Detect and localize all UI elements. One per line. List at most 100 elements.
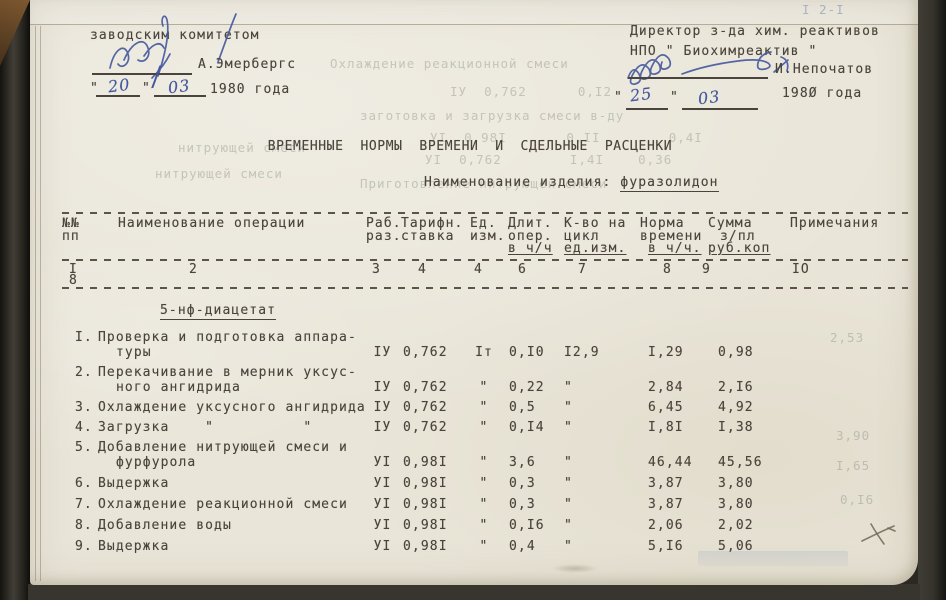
approval-right-org: НПО " Биохимреактив " bbox=[630, 44, 818, 59]
table-row: I. Проверка и подготовка аппара-туры IУ … bbox=[62, 330, 908, 360]
cell-worker-grade: УI bbox=[373, 538, 392, 554]
cell-time-norm: 6,45 bbox=[648, 399, 684, 415]
column-number: 4 bbox=[418, 261, 427, 277]
cell-qty-per-cycle: " bbox=[564, 454, 573, 470]
cell-tariff-rate: 0,98I bbox=[403, 517, 448, 533]
cell-tariff-rate: 0,98I bbox=[403, 454, 448, 470]
cell-unit: " bbox=[479, 475, 489, 491]
table-row: 2. Перекачивание в мерник уксус-ного анг… bbox=[62, 365, 908, 395]
cell-tariff-rate: 0,762 bbox=[403, 379, 448, 395]
paper-smudge bbox=[552, 564, 598, 573]
under-sheet-band bbox=[30, 0, 918, 24]
cell-time-norm: I,8I bbox=[648, 419, 684, 435]
cell-duration: 0,4 bbox=[509, 538, 536, 554]
scan-bottom-border bbox=[28, 584, 920, 600]
table-rule bbox=[62, 212, 908, 214]
column-number: 4 bbox=[474, 261, 483, 277]
table-row: 8. Добавление воды УI 0,98I " 0,I6 " 2,0… bbox=[62, 518, 908, 533]
column-number: 2 bbox=[189, 261, 198, 277]
cell-tariff-rate: 0,98I bbox=[403, 538, 448, 554]
cell-qty-per-cycle: " bbox=[564, 399, 573, 415]
table-row: 4. Загрузка " " IУ 0,762 " 0,I4 " I,8I I… bbox=[62, 420, 908, 435]
column-number: 6 bbox=[518, 261, 527, 277]
signature-right bbox=[627, 51, 789, 85]
cell-operation-name: Проверка и подготовка аппара-туры bbox=[98, 329, 357, 360]
column-number: 7 bbox=[578, 261, 587, 277]
row-number: 2. bbox=[75, 364, 93, 380]
approval-left-year: 1980 года bbox=[210, 82, 291, 97]
cell-operation-name: Добавление нитрующей смеси и фурфурола bbox=[98, 439, 348, 470]
table-row: 5. Добавление нитрующей смеси и фурфурола… bbox=[62, 440, 908, 470]
cell-qty-per-cycle: " bbox=[564, 475, 573, 491]
product-value: фуразолидон bbox=[620, 175, 719, 192]
column-number: 8 bbox=[663, 261, 672, 277]
col-header-operation: Наименование операции bbox=[118, 216, 306, 231]
approval-right-name: И.Непочатов bbox=[775, 62, 874, 77]
cell-qty-per-cycle: " bbox=[564, 538, 573, 554]
cell-operation-name: Выдержка bbox=[98, 538, 170, 554]
cell-operation-name: Загрузка " " bbox=[98, 419, 313, 435]
cell-worker-grade: IУ bbox=[373, 379, 392, 395]
cell-time-norm: 2,06 bbox=[648, 517, 684, 533]
signature-line-left bbox=[92, 73, 192, 75]
column-number: 3 bbox=[372, 261, 381, 277]
cell-pay-amount: 5,06 bbox=[718, 538, 754, 554]
table-body: I. Проверка и подготовка аппара-туры IУ … bbox=[62, 330, 908, 554]
approval-left-name: А.Эмербергс bbox=[198, 57, 297, 72]
cell-time-norm: 2,84 bbox=[648, 379, 684, 395]
cell-time-norm: 3,87 bbox=[648, 475, 684, 491]
cell-tariff-rate: 0,98I bbox=[403, 496, 448, 512]
cell-pay-amount: 4,92 bbox=[718, 399, 754, 415]
approval-right-role: Директор з-да хим. реактивов bbox=[630, 24, 880, 39]
document-page: Охлаждение реакционной смеси IУ 0,762 0,I… bbox=[30, 0, 918, 585]
col-header-unit: Ед. изм. bbox=[470, 216, 506, 244]
cell-unit: " bbox=[479, 538, 489, 554]
col-header-amount: Сумма з/пл руб.коп bbox=[708, 216, 771, 256]
date-line bbox=[96, 95, 140, 97]
product-line: Наименование изделия: фуразолидон bbox=[424, 175, 719, 192]
cell-unit: " bbox=[479, 379, 489, 395]
cell-unit: " bbox=[479, 399, 489, 415]
cell-unit: " bbox=[479, 419, 489, 435]
quote-mark: " bbox=[670, 90, 679, 105]
cell-operation-name: Выдержка bbox=[98, 475, 170, 491]
cell-operation-name: Охлаждение уксусного ангидрида bbox=[98, 399, 366, 415]
cell-duration: 0,I0 bbox=[509, 344, 545, 360]
cell-qty-per-cycle: " bbox=[564, 517, 573, 533]
table-row: 9. Выдержка УI 0,98I " 0,4 " 5,I6 5,06 bbox=[62, 539, 908, 554]
table-row: 7. Охлаждение реакционной смеси УI 0,98I… bbox=[62, 497, 908, 512]
cell-tariff-rate: 0,762 bbox=[403, 419, 448, 435]
table-rule bbox=[62, 258, 908, 261]
cell-worker-grade: IУ bbox=[373, 344, 392, 360]
cell-qty-per-cycle: I2,9 bbox=[564, 344, 600, 360]
row-number: 4. bbox=[75, 419, 93, 435]
col-header-rate: Тарифн. ставка bbox=[401, 216, 464, 244]
row-number: 3. bbox=[75, 399, 93, 415]
cell-duration: 0,22 bbox=[509, 379, 545, 395]
cell-worker-grade: УI bbox=[373, 475, 392, 491]
cell-tariff-rate: 0,762 bbox=[403, 399, 448, 415]
cell-unit: Iт bbox=[475, 344, 493, 360]
col-header-grade: Раб. раз. bbox=[366, 216, 402, 244]
cell-unit: " bbox=[479, 454, 489, 470]
cell-duration: 0,5 bbox=[509, 399, 536, 415]
handwritten-day-left: 20 bbox=[106, 74, 132, 97]
cell-qty-per-cycle: " bbox=[564, 496, 573, 512]
cell-duration: 0,I6 bbox=[509, 517, 545, 533]
cell-duration: 0,I4 bbox=[509, 419, 545, 435]
cell-operation-name: Охлаждение реакционной смеси bbox=[98, 496, 348, 512]
cell-duration: 0,3 bbox=[509, 496, 536, 512]
cell-pay-amount: 3,80 bbox=[718, 475, 754, 491]
ink-bleed-smudge bbox=[698, 551, 848, 566]
cell-worker-grade: УI bbox=[373, 496, 392, 512]
cell-time-norm: 46,44 bbox=[648, 454, 693, 470]
column-number: IO bbox=[792, 261, 810, 277]
handwritten-month-right: 03 bbox=[696, 86, 722, 109]
scan-right-border bbox=[918, 0, 946, 600]
cell-worker-grade: IУ bbox=[373, 419, 392, 435]
handwritten-day-right: 25 bbox=[628, 83, 654, 106]
col-header-qty: К-во на цикл ед.изм. bbox=[564, 216, 627, 256]
signature-left bbox=[109, 13, 237, 79]
section-heading: 5-нф-диацетат bbox=[160, 302, 277, 320]
